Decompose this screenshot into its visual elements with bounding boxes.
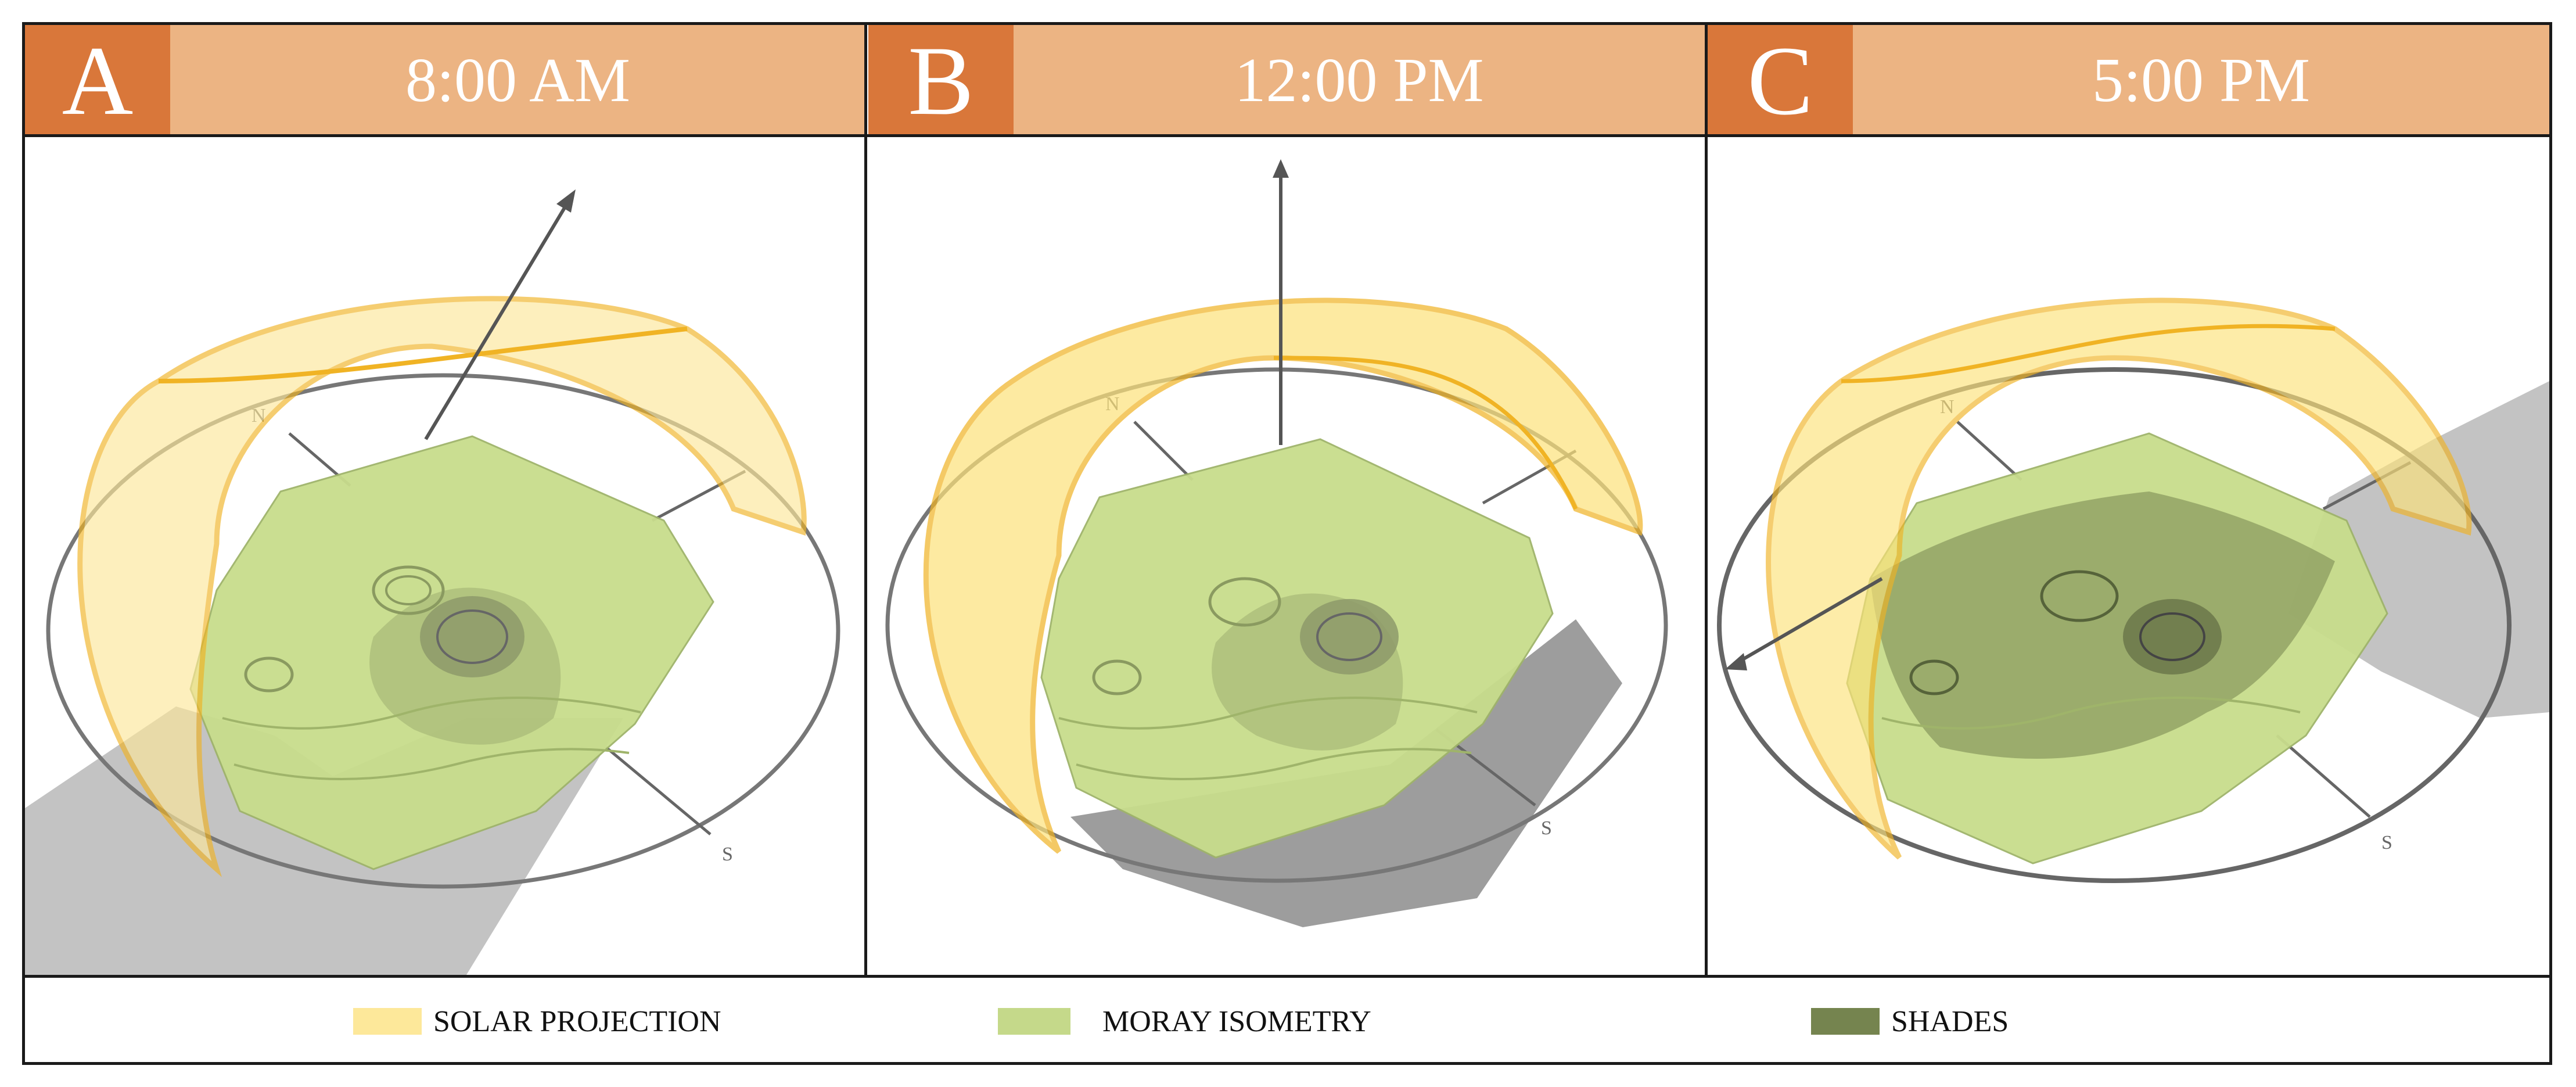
divider-bc (1705, 25, 1708, 975)
panel-c-scene: N S (1708, 137, 2549, 975)
south-label: S (722, 844, 733, 865)
compass-ring (46, 373, 840, 889)
header-rule (25, 134, 2549, 137)
legend-label: MORAY ISOMETRY (1102, 1005, 1371, 1038)
legend-rule (22, 975, 2552, 978)
compass-ring (1717, 367, 2512, 883)
legend-item-solar-projection: SOLAR PROJECTION (353, 978, 721, 1065)
panel-a-header: A 8:00 AM (25, 25, 865, 137)
panel-b-letter: B (868, 25, 1014, 137)
legend-label: SHADES (1891, 1005, 2009, 1038)
panel-a-scene: N S (25, 137, 864, 975)
legend: SOLAR PROJECTION MORAY ISOMETRY SHADES (25, 978, 2549, 1065)
figure-frame (22, 22, 2552, 1065)
divider-ab (864, 25, 867, 975)
panel-c-time: 5:00 PM (1853, 25, 2549, 137)
panel-b-header: B 12:00 PM (868, 25, 1705, 137)
panel-b-time: 12:00 PM (1014, 25, 1705, 137)
solar-projection (923, 297, 1643, 854)
solar-projection (77, 296, 807, 877)
panel-a-time: 8:00 AM (170, 25, 865, 137)
legend-swatch (1811, 1008, 1880, 1035)
legend-swatch (353, 1008, 422, 1035)
panel-b-scene: N S (867, 137, 1705, 975)
legend-item-moray-isometry: MORAY ISOMETRY (998, 978, 1371, 1065)
solar-projection (1766, 297, 2472, 860)
south-label: S (1541, 817, 1552, 839)
legend-item-shades: SHADES (1811, 978, 2009, 1065)
compass-ring (885, 367, 1668, 883)
legend-swatch (998, 1008, 1070, 1035)
legend-label: SOLAR PROJECTION (433, 1005, 721, 1038)
south-label: S (2381, 832, 2392, 853)
panel-c-header: C 5:00 PM (1708, 25, 2549, 137)
panel-a-letter: A (25, 25, 170, 137)
panel-c-letter: C (1708, 25, 1853, 137)
